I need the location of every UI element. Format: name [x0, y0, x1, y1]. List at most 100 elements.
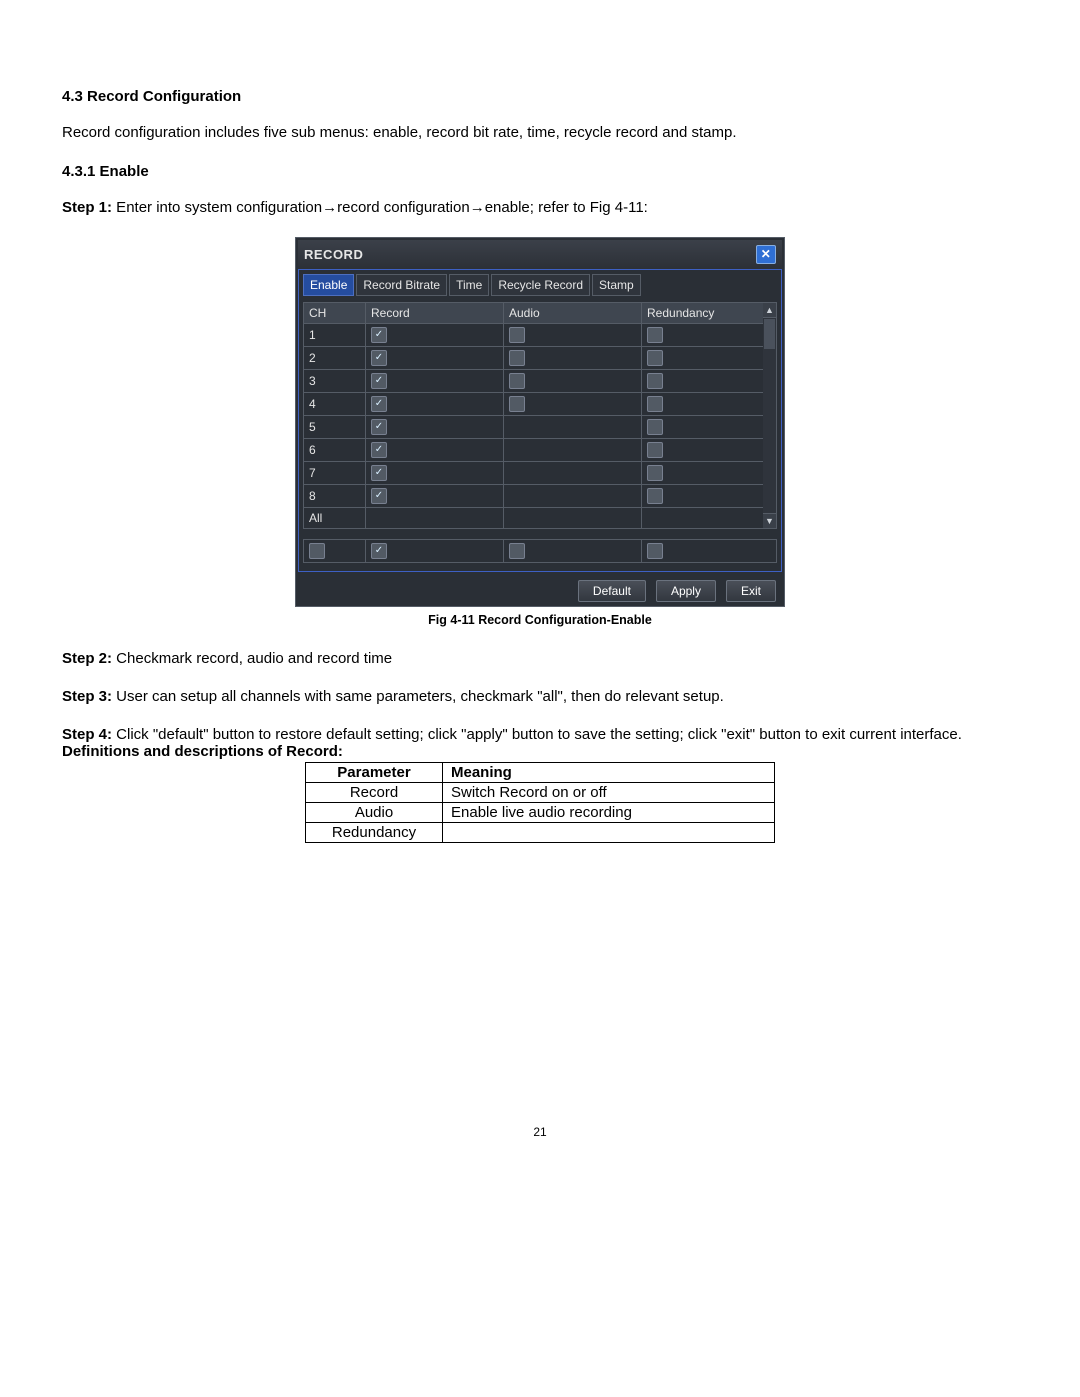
record-checkbox[interactable] [371, 488, 387, 504]
channel-number: 8 [303, 485, 365, 507]
channel-number: 7 [303, 462, 365, 484]
record-checkbox[interactable] [371, 465, 387, 481]
close-icon[interactable]: ✕ [756, 245, 776, 264]
table-row: 2 [303, 346, 764, 369]
scroll-down-icon[interactable]: ▼ [763, 513, 776, 528]
summary-record-checkbox[interactable] [371, 543, 387, 559]
tab-record-bitrate[interactable]: Record Bitrate [356, 274, 447, 296]
table-row: 3 [303, 369, 764, 392]
summary-audio-checkbox[interactable] [509, 543, 525, 559]
scroll-thumb[interactable] [764, 319, 775, 349]
summary-select-checkbox[interactable] [309, 543, 325, 559]
audio-checkbox[interactable] [509, 327, 525, 343]
audio-checkbox[interactable] [509, 350, 525, 366]
def-header-row: Parameter Meaning [306, 763, 775, 783]
section-number: 4.3 [62, 88, 83, 105]
record-dialog: RECORD ✕ EnableRecord BitrateTimeRecycle… [295, 237, 785, 607]
col-header-record: Record [365, 303, 503, 323]
audio-checkbox[interactable] [509, 396, 525, 412]
section-heading: 4.3 Record Configuration [62, 88, 1018, 105]
redundancy-checkbox[interactable] [647, 396, 663, 412]
record-checkbox[interactable] [371, 396, 387, 412]
dialog-tabs: EnableRecord BitrateTimeRecycle RecordSt… [303, 274, 777, 296]
tab-enable[interactable]: Enable [303, 274, 354, 296]
summary-row [303, 539, 777, 563]
step3-text: User can setup all channels with same pa… [112, 688, 724, 705]
tab-time[interactable]: Time [449, 274, 489, 296]
step4: Step 4: Click "default" button to restor… [62, 725, 1018, 745]
step3-label: Step 3: [62, 688, 112, 705]
exit-button[interactable]: Exit [726, 580, 776, 602]
audio-checkbox[interactable] [509, 373, 525, 389]
step2-text: Checkmark record, audio and record time [112, 650, 392, 667]
step1: Step 1: Enter into system configuration→… [62, 198, 1018, 218]
def-meaning: Enable live audio recording [443, 803, 775, 823]
dialog-button-row: Default Apply Exit [298, 572, 782, 604]
subsection-number: 4.3.1 [62, 163, 95, 180]
step2-label: Step 2: [62, 650, 112, 667]
record-checkbox[interactable] [371, 442, 387, 458]
col-header-ch: CH [303, 303, 365, 323]
dialog-titlebar: RECORD ✕ [298, 240, 782, 269]
record-checkbox[interactable] [371, 373, 387, 389]
section-title-text: Record Configuration [87, 88, 241, 105]
table-row: 1 [303, 323, 764, 346]
table-row: 6 [303, 438, 764, 461]
channel-number: 2 [303, 347, 365, 369]
redundancy-checkbox[interactable] [647, 350, 663, 366]
def-row: RecordSwitch Record on or off [306, 783, 775, 803]
scrollbar[interactable]: ▲ ▼ [763, 302, 777, 529]
default-button[interactable]: Default [578, 580, 646, 602]
channel-number: 1 [303, 324, 365, 346]
redundancy-checkbox[interactable] [647, 465, 663, 481]
dialog-title: RECORD [304, 247, 363, 262]
channel-number: 3 [303, 370, 365, 392]
step4-text: Click "default" button to restore defaul… [112, 726, 962, 743]
redundancy-checkbox[interactable] [647, 373, 663, 389]
def-parameter: Redundancy [306, 823, 443, 843]
record-checkbox[interactable] [371, 350, 387, 366]
record-checkbox[interactable] [371, 419, 387, 435]
all-row: All [303, 507, 764, 529]
table-row: 4 [303, 392, 764, 415]
channel-number: 4 [303, 393, 365, 415]
table-row: 5 [303, 415, 764, 438]
step1-text: Enter into system configuration→record c… [112, 199, 648, 216]
apply-button[interactable]: Apply [656, 580, 716, 602]
channel-number: 6 [303, 439, 365, 461]
all-label: All [303, 508, 365, 528]
page-number: 21 [0, 1125, 1080, 1139]
channel-number: 5 [303, 416, 365, 438]
def-header-meaning: Meaning [443, 763, 775, 783]
col-header-redundancy: Redundancy [641, 303, 764, 323]
step3: Step 3: User can setup all channels with… [62, 687, 1018, 707]
table-row: 8 [303, 484, 764, 507]
redundancy-checkbox[interactable] [647, 442, 663, 458]
def-parameter: Audio [306, 803, 443, 823]
table-header-row: CH Record Audio Redundancy [303, 302, 764, 323]
tab-recycle-record[interactable]: Recycle Record [491, 274, 590, 296]
redundancy-checkbox[interactable] [647, 419, 663, 435]
def-parameter: Record [306, 783, 443, 803]
def-row: AudioEnable live audio recording [306, 803, 775, 823]
def-row: Redundancy [306, 823, 775, 843]
figure-caption: Fig 4-11 Record Configuration-Enable [62, 613, 1018, 627]
def-meaning: Switch Record on or off [443, 783, 775, 803]
table-row: 7 [303, 461, 764, 484]
definitions-table: Parameter Meaning RecordSwitch Record on… [305, 762, 775, 843]
summary-redundancy-checkbox[interactable] [647, 543, 663, 559]
redundancy-checkbox[interactable] [647, 327, 663, 343]
definitions-heading: Definitions and descriptions of Record: [62, 743, 1018, 760]
scroll-up-icon[interactable]: ▲ [763, 303, 776, 318]
redundancy-checkbox[interactable] [647, 488, 663, 504]
step2: Step 2: Checkmark record, audio and reco… [62, 649, 1018, 669]
step4-label: Step 4: [62, 726, 112, 743]
def-header-parameter: Parameter [306, 763, 443, 783]
tab-stamp[interactable]: Stamp [592, 274, 641, 296]
subsection-title-text: Enable [100, 163, 149, 180]
subsection-heading: 4.3.1 Enable [62, 163, 1018, 180]
record-checkbox[interactable] [371, 327, 387, 343]
intro-paragraph: Record configuration includes five sub m… [62, 123, 1018, 143]
step1-label: Step 1: [62, 199, 112, 216]
col-header-audio: Audio [503, 303, 641, 323]
